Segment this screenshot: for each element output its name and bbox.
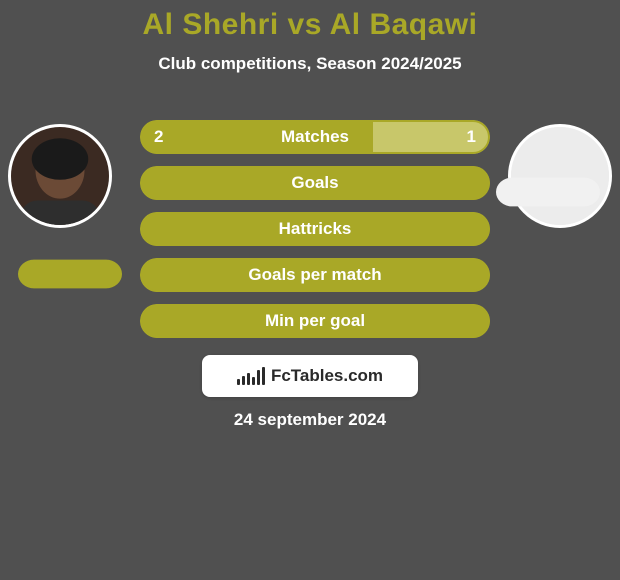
stat-label: Goals: [291, 173, 338, 193]
flag-left: [18, 260, 122, 289]
page-title: Al Shehri vs Al Baqawi: [0, 0, 620, 42]
stat-label: Matches: [281, 127, 349, 147]
stat-label: Hattricks: [279, 219, 352, 239]
flag-right: [496, 178, 600, 207]
stat-row: Goals per match: [140, 258, 490, 292]
brand-logo-icon: [237, 367, 265, 385]
stat-row: Hattricks: [140, 212, 490, 246]
stat-row: Goals: [140, 166, 490, 200]
avatar-silhouette-icon: [11, 127, 109, 225]
subtitle: Club competitions, Season 2024/2025: [0, 54, 620, 74]
stat-label: Min per goal: [265, 311, 365, 331]
brand-text: FcTables.com: [271, 366, 383, 386]
stat-bars: Matches 2 1 Goals Hattricks Goals per match Mi…: [140, 120, 490, 350]
stat-value-right: 1: [467, 127, 476, 147]
stat-label: Goals per match: [248, 265, 381, 285]
player-left-avatar: [8, 124, 112, 228]
brand-badge: FcTables.com: [202, 355, 418, 397]
stat-value-left: 2: [154, 127, 163, 147]
player-right-avatar: [508, 124, 612, 228]
avatar-placeholder-icon: [511, 127, 609, 225]
stat-row: Matches 2 1: [140, 120, 490, 154]
date-text: 24 september 2024: [234, 410, 386, 430]
stat-row: Min per goal: [140, 304, 490, 338]
infographic-root: Al Shehri vs Al Baqawi Club competitions…: [0, 0, 620, 580]
